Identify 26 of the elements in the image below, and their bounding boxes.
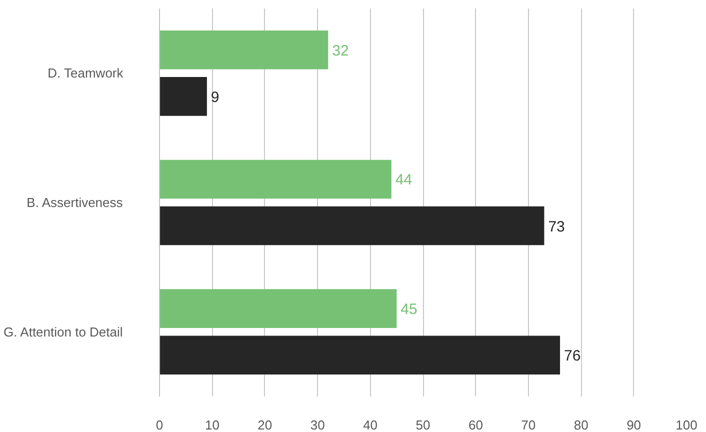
bar — [160, 30, 328, 70]
bar — [160, 336, 560, 375]
y-tick-label: B. Assertiveness — [26, 195, 124, 210]
data-label: 32 — [332, 42, 349, 60]
x-tick-label: 100 — [676, 418, 698, 432]
data-label: 44 — [395, 172, 412, 189]
bar — [160, 206, 544, 246]
x-tick-label: 30 — [310, 418, 325, 432]
x-tick-label: 70 — [521, 418, 536, 432]
bar — [160, 77, 207, 116]
y-tick-label: D. Teamwork — [48, 66, 124, 81]
y-tick-label: G. Attention to Detail — [4, 324, 123, 340]
x-tick-label: 50 — [416, 418, 430, 432]
x-tick-label: 90 — [626, 418, 642, 432]
bar — [160, 289, 397, 328]
data-label: 45 — [400, 301, 418, 318]
x-tick-label: 10 — [204, 418, 220, 432]
x-tick-label: 80 — [574, 418, 588, 432]
x-tick-label: 20 — [258, 418, 272, 432]
bar — [160, 160, 392, 199]
data-label: 73 — [548, 218, 565, 236]
data-label: 76 — [564, 348, 581, 365]
x-tick-label: 40 — [363, 418, 378, 432]
x-tick-label: 0 — [156, 418, 164, 432]
x-tick-label: 60 — [468, 418, 483, 432]
data-label: 9 — [210, 88, 220, 106]
